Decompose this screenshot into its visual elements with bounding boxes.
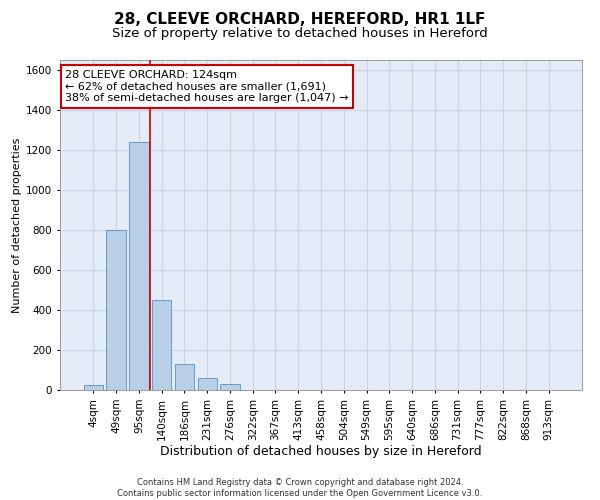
Bar: [84, 385, 103, 390]
X-axis label: Distribution of detached houses by size in Hereford: Distribution of detached houses by size …: [160, 446, 482, 458]
Bar: [220, 384, 239, 390]
Text: Size of property relative to detached houses in Hereford: Size of property relative to detached ho…: [112, 28, 488, 40]
Text: 28 CLEEVE ORCHARD: 124sqm
← 62% of detached houses are smaller (1,691)
38% of se: 28 CLEEVE ORCHARD: 124sqm ← 62% of detac…: [65, 70, 349, 103]
Y-axis label: Number of detached properties: Number of detached properties: [12, 138, 22, 312]
Bar: [175, 364, 194, 390]
Bar: [197, 378, 217, 390]
Bar: [129, 142, 149, 390]
Text: Contains HM Land Registry data © Crown copyright and database right 2024.
Contai: Contains HM Land Registry data © Crown c…: [118, 478, 482, 498]
Bar: [106, 230, 126, 390]
Text: 28, CLEEVE ORCHARD, HEREFORD, HR1 1LF: 28, CLEEVE ORCHARD, HEREFORD, HR1 1LF: [115, 12, 485, 28]
Bar: [152, 300, 172, 390]
